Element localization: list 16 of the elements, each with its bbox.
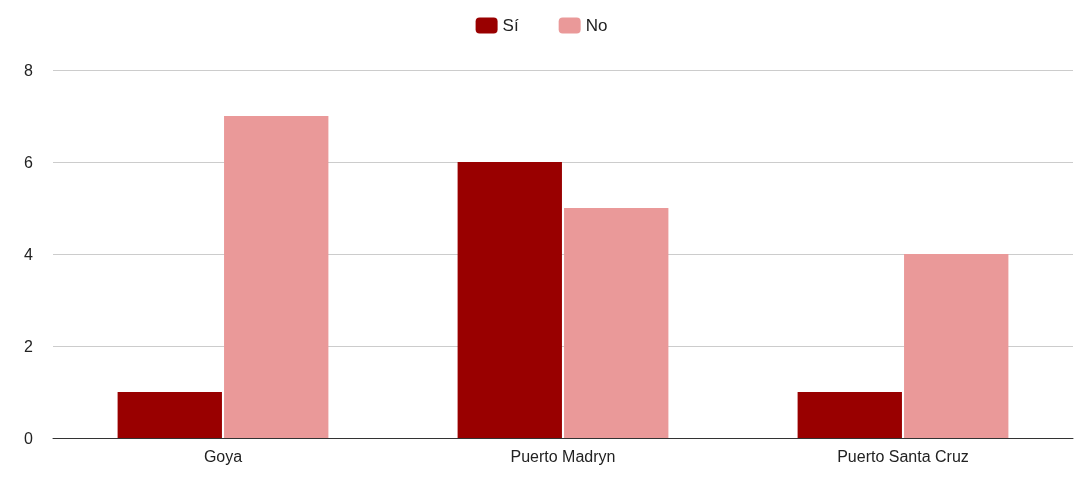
bar bbox=[457, 162, 562, 438]
bar bbox=[564, 208, 669, 438]
x-tick-label: Puerto Madryn bbox=[510, 447, 616, 465]
legend-label: No bbox=[585, 16, 608, 35]
y-tick-label: 8 bbox=[24, 61, 34, 79]
x-tick-label: Goya bbox=[203, 447, 243, 465]
y-tick-label: 0 bbox=[24, 429, 34, 447]
y-tick-label: 6 bbox=[24, 153, 34, 171]
bar bbox=[797, 392, 902, 438]
y-tick-label: 4 bbox=[24, 245, 34, 263]
y-tick-label: 2 bbox=[24, 337, 34, 355]
bar bbox=[117, 392, 222, 438]
x-tick-label: Puerto Santa Cruz bbox=[837, 447, 969, 465]
bar bbox=[904, 254, 1009, 438]
bar bbox=[224, 116, 329, 438]
legend-label: Sí bbox=[502, 16, 519, 35]
